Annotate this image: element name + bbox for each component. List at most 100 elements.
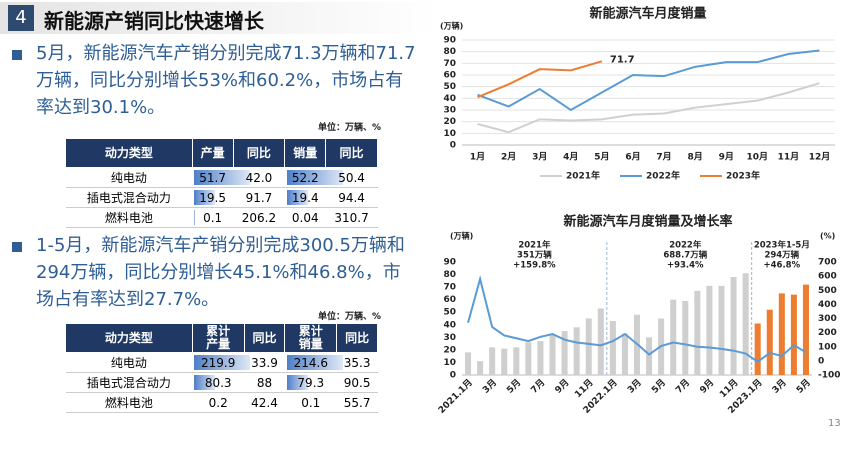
table-cell: 310.7 — [325, 207, 378, 228]
cell-text: 214.6 — [293, 355, 328, 370]
table-cell: 91.7 — [233, 187, 285, 208]
table-cell: 插电式混合动力 — [65, 372, 193, 393]
y-tick-label: 90 — [443, 258, 456, 268]
y-tick-label: 30 — [443, 106, 456, 116]
line — [477, 49, 820, 112]
y-tick-label: 10 — [443, 129, 456, 139]
cell-text: 35.3 — [343, 355, 371, 370]
y2-tick-label: 600 — [818, 272, 837, 282]
header-cell: 累计 销量 — [284, 323, 338, 353]
bar — [682, 300, 689, 375]
legend-label: 2022年 — [646, 170, 680, 182]
x-tick-label: 1月 — [470, 152, 485, 163]
annotation: 688.7万辆 — [663, 250, 707, 261]
cell-text: 纯电动 — [110, 171, 147, 185]
table-cell: 79.3 — [284, 372, 337, 393]
legend-label: 2023年 — [726, 170, 760, 182]
table-row: 纯电动 51.7 42.0 52.2 50.4 — [65, 167, 378, 188]
bullet-text: 1-5月，新能源汽车产销分别完成300.5万辆和294万辆，同比分别增长45.1… — [36, 235, 405, 310]
cell-text: 插电式混合动力 — [86, 376, 171, 390]
y-tick-label: 80 — [443, 270, 456, 280]
table-cell: 94.4 — [325, 187, 378, 208]
data-bar — [286, 190, 308, 205]
data-bar — [194, 355, 251, 370]
bar — [561, 331, 568, 375]
cell-text: 0.04 — [291, 210, 319, 225]
line — [467, 275, 807, 363]
chart-title: 新能源汽车月度销量 — [589, 6, 706, 22]
line — [477, 60, 603, 99]
annotation: +46.8% — [764, 261, 801, 271]
slide-title: 新能源产销同比快速增长 — [44, 9, 264, 33]
y-tick-label: 10 — [443, 358, 456, 368]
table-cell: 燃料电池 — [65, 207, 193, 228]
cell-text: 插电式混合动力 — [86, 191, 171, 205]
y-tick-label: 40 — [443, 320, 456, 330]
data-bar — [286, 355, 343, 370]
cell-text: 219.9 — [201, 355, 236, 370]
data-table: 动力类型 累计 产量 同比 累计 销量 同比 纯电动 219.9 33.9 214.6 35.3 插… — [65, 323, 378, 413]
bullet-marker — [12, 242, 22, 252]
bar — [573, 327, 580, 375]
bar — [718, 285, 725, 375]
cell-text: 0.2 — [208, 395, 228, 410]
x-tick-label: 4月 — [563, 152, 578, 163]
bullet-marker — [12, 50, 22, 60]
page-number: 13 — [828, 418, 841, 429]
table-cell: 0.04 — [284, 207, 326, 228]
data-label: 71.7 — [610, 54, 635, 65]
header-cell: 销量 — [284, 138, 327, 168]
header-cell: 动力类型 — [65, 138, 193, 168]
annotation: 2022年 — [669, 240, 702, 251]
x-tick-label: 2021.1月 — [436, 377, 475, 416]
bar — [537, 341, 544, 375]
cell-text: 0.1 — [203, 210, 223, 225]
table-cell: 0.1 — [192, 207, 234, 228]
bar — [706, 285, 713, 375]
table-row: 燃料电池 0.1 206.2 0.04 310.7 — [65, 207, 378, 228]
x-tick-label: 9月 — [698, 377, 717, 396]
y-tick-label: 70 — [443, 59, 456, 69]
y-tick-label: 0 — [450, 141, 456, 151]
x-tick-label: 11月 — [573, 377, 596, 400]
table-row: 燃料电池 0.2 42.4 0.1 55.7 — [65, 392, 378, 413]
y-axis-label: (万辆) — [440, 21, 463, 31]
bar — [513, 347, 520, 375]
x-tick-label: 3月 — [532, 152, 547, 163]
x-tick-label: 12月 — [809, 152, 831, 163]
y-tick-label: 90 — [443, 36, 456, 46]
y-tick-label: 30 — [443, 333, 456, 343]
bar — [597, 308, 604, 375]
y-tick-label: 70 — [443, 283, 456, 293]
y-tick-label: 20 — [443, 345, 456, 355]
bar — [766, 309, 773, 375]
bar — [489, 347, 496, 375]
bar — [742, 273, 749, 375]
table-cell: 42.4 — [244, 392, 285, 413]
x-tick-label: 2月 — [501, 152, 516, 163]
table-cell: 0.2 — [192, 392, 245, 413]
bar — [465, 352, 472, 375]
table-cell: 42.0 — [233, 167, 285, 188]
x-tick-label: 7月 — [674, 377, 693, 396]
bar — [621, 333, 628, 375]
bar — [670, 299, 677, 375]
y-tick-label: 60 — [443, 71, 456, 81]
x-tick-label: 11月 — [717, 377, 740, 400]
x-tick-label: 7月 — [656, 152, 671, 163]
annotation: 294万辆 — [764, 250, 799, 261]
annotation: +93.4% — [667, 261, 704, 271]
bar — [477, 361, 484, 375]
y-tick-label: 40 — [443, 94, 456, 104]
annotation: 2023年1-5月 — [754, 240, 810, 251]
data-bar — [194, 190, 216, 205]
y2-tick-label: 0 — [818, 356, 824, 366]
bar — [778, 293, 785, 375]
bullet-text: 5月，新能源汽车产销分别完成71.3万辆和71.7万辆，同比分别增长53%和60… — [36, 43, 416, 118]
table-cell: 90.5 — [336, 372, 378, 393]
header-cell: 动力类型 — [65, 323, 193, 353]
x-tick-label: 5月 — [794, 377, 813, 396]
y2-tick-label: 700 — [818, 258, 837, 268]
